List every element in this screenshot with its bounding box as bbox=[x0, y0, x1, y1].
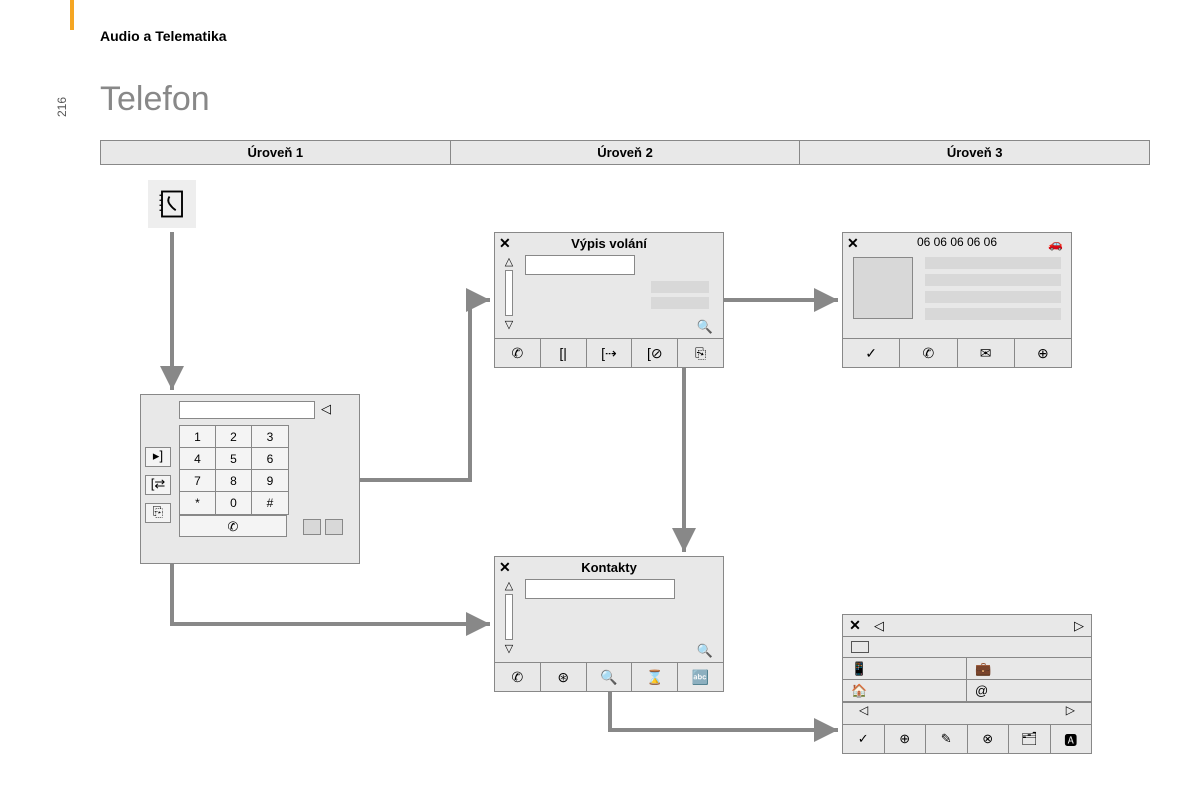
key-#[interactable]: # bbox=[252, 492, 288, 514]
home-field[interactable]: 🏠 bbox=[843, 680, 967, 702]
edit-toolbar: ✓ ⊕ ✎ ⊗ 🗂 🅰 bbox=[843, 724, 1091, 753]
contacts-panel: ✕ Kontakty △ ▽ 🔍 ✆ ⊛ 🔍 ⌛ 🔤 bbox=[494, 556, 724, 692]
call-icon[interactable]: ✆ bbox=[900, 339, 957, 367]
edit-icon[interactable]: ✎ bbox=[926, 725, 968, 753]
contact-photo bbox=[853, 257, 913, 319]
keypad-grid: 123 456 789 *0# bbox=[179, 425, 289, 515]
key-*[interactable]: * bbox=[180, 492, 216, 514]
call-detail-panel: ✕ 06 06 06 06 06 🚗 ✓ ✆ ✉ ⊕ bbox=[842, 232, 1072, 368]
briefcase-icon: 💼 bbox=[975, 661, 991, 677]
key-1[interactable]: 1 bbox=[180, 426, 216, 448]
contact-icon-1[interactable]: ⊛ bbox=[541, 663, 587, 691]
level-3-header: Úroveň 3 bbox=[800, 140, 1150, 165]
car-icon: 🚗 bbox=[1048, 237, 1063, 251]
card-icon bbox=[851, 641, 869, 653]
key-8[interactable]: 8 bbox=[216, 470, 252, 492]
contacts-title: Kontakty bbox=[495, 557, 723, 578]
call-button[interactable]: ✆ bbox=[179, 515, 287, 537]
contact-search-icon[interactable]: 🔍 bbox=[587, 663, 633, 691]
contact-icon-3[interactable]: ⌛ bbox=[632, 663, 678, 691]
calllog-entry[interactable] bbox=[525, 255, 635, 275]
home-icon: 🏠 bbox=[851, 683, 867, 699]
side-shortcut-1[interactable]: ▸] bbox=[145, 447, 171, 467]
call-log-panel: ✕ Výpis volání △ ▽ 🔍 ✆ [| [⇢ [⊘ ⎘ bbox=[494, 232, 724, 368]
confirm-icon[interactable]: ✓ bbox=[843, 725, 885, 753]
key-4[interactable]: 4 bbox=[180, 448, 216, 470]
page-nav: ◁ ▷ bbox=[843, 702, 1091, 720]
level-1-header: Úroveň 1 bbox=[100, 140, 451, 165]
mobile-icon: 📱 bbox=[851, 661, 867, 677]
dialer-side-shortcuts: ▸] [⇄ ⎘ bbox=[145, 447, 171, 523]
close-icon[interactable]: ✕ bbox=[843, 617, 867, 634]
scroll-track[interactable] bbox=[505, 270, 513, 316]
calllog-toolbar: ✆ [| [⇢ [⊘ ⎘ bbox=[495, 338, 723, 367]
add-icon[interactable]: ⊕ bbox=[885, 725, 927, 753]
scroll-track[interactable] bbox=[505, 594, 513, 640]
key-6[interactable]: 6 bbox=[252, 448, 288, 470]
contact-edit-panel: ✕ ◁ ▷ 📱 💼 🏠 @ ◁ ▷ ✓ ⊕ ✎ ⊗ 🗂 🅰 bbox=[842, 614, 1092, 754]
level-header-row: Úroveň 1 Úroveň 2 Úroveň 3 bbox=[100, 140, 1150, 165]
page-number: 216 bbox=[55, 97, 69, 117]
arrow-down-icon[interactable]: ▽ bbox=[501, 318, 517, 331]
number-display[interactable] bbox=[179, 401, 315, 419]
call-log-title: Výpis volání bbox=[495, 233, 723, 254]
search-icon[interactable]: 🔍 bbox=[697, 319, 713, 335]
log-icon-2[interactable]: [⇢ bbox=[587, 339, 633, 367]
section-header: Audio a Telematika bbox=[100, 28, 227, 44]
dialer-panel: ◁ ▸] [⇄ ⎘ 123 456 789 *0# ✆ bbox=[140, 394, 360, 564]
search-icon[interactable]: 🔍 bbox=[697, 643, 713, 659]
call-icon[interactable]: ✆ bbox=[495, 339, 541, 367]
prev-icon[interactable]: ◁ bbox=[867, 618, 891, 634]
next-icon[interactable]: ▷ bbox=[1067, 618, 1091, 634]
phonebook-icon bbox=[157, 189, 187, 219]
key-7[interactable]: 7 bbox=[180, 470, 216, 492]
email-field[interactable]: @ bbox=[967, 680, 1091, 702]
arrow-up-icon[interactable]: △ bbox=[501, 255, 517, 268]
phone-app-icon[interactable] bbox=[148, 180, 196, 228]
contact-entry[interactable] bbox=[525, 579, 675, 599]
contacts-icon[interactable]: ⎘ bbox=[678, 339, 723, 367]
work-field[interactable]: 💼 bbox=[967, 658, 1091, 680]
key-0[interactable]: 0 bbox=[216, 492, 252, 514]
arrow-up-icon[interactable]: △ bbox=[501, 579, 517, 592]
at-icon: @ bbox=[975, 683, 988, 698]
scroll-control[interactable]: △ ▽ bbox=[501, 579, 517, 657]
delete-icon[interactable]: ⊗ bbox=[968, 725, 1010, 753]
accent-tab bbox=[70, 0, 74, 30]
field-grid: 📱 💼 🏠 @ bbox=[843, 657, 1091, 702]
close-icon[interactable]: ✕ bbox=[499, 559, 511, 576]
side-shortcut-3[interactable]: ⎘ bbox=[145, 503, 171, 523]
detail-lines bbox=[925, 257, 1061, 325]
scroll-control[interactable]: △ ▽ bbox=[501, 255, 517, 333]
nav-left-icon[interactable]: ◁ bbox=[843, 703, 884, 720]
pager-dots bbox=[303, 519, 343, 535]
log-icon-1[interactable]: [| bbox=[541, 339, 587, 367]
side-shortcut-2[interactable]: [⇄ bbox=[145, 475, 171, 495]
log-icon-3[interactable]: [⊘ bbox=[632, 339, 678, 367]
call-icon[interactable]: ✆ bbox=[495, 663, 541, 691]
message-icon[interactable]: ✉ bbox=[958, 339, 1015, 367]
alpha-search-icon[interactable]: 🔤 bbox=[678, 663, 723, 691]
arrow-down-icon[interactable]: ▽ bbox=[501, 642, 517, 655]
mobile-field[interactable]: 📱 bbox=[843, 658, 967, 680]
nav-right-icon[interactable]: ▷ bbox=[1050, 703, 1091, 720]
key-3[interactable]: 3 bbox=[252, 426, 288, 448]
detail-toolbar: ✓ ✆ ✉ ⊕ bbox=[843, 338, 1071, 367]
key-5[interactable]: 5 bbox=[216, 448, 252, 470]
close-icon[interactable]: ✕ bbox=[499, 235, 511, 252]
font-icon[interactable]: 🅰 bbox=[1051, 725, 1092, 753]
backspace-icon[interactable]: ◁ bbox=[321, 401, 331, 417]
level-2-header: Úroveň 2 bbox=[451, 140, 801, 165]
phone-number: 06 06 06 06 06 bbox=[843, 235, 1071, 249]
key-9[interactable]: 9 bbox=[252, 470, 288, 492]
contacts-toolbar: ✆ ⊛ 🔍 ⌛ 🔤 bbox=[495, 662, 723, 691]
page-title: Telefon bbox=[100, 80, 210, 119]
add-contact-icon[interactable]: ⊕ bbox=[1015, 339, 1071, 367]
key-2[interactable]: 2 bbox=[216, 426, 252, 448]
copy-icon[interactable]: 🗂 bbox=[1009, 725, 1051, 753]
confirm-icon[interactable]: ✓ bbox=[843, 339, 900, 367]
entry-details bbox=[651, 281, 709, 313]
